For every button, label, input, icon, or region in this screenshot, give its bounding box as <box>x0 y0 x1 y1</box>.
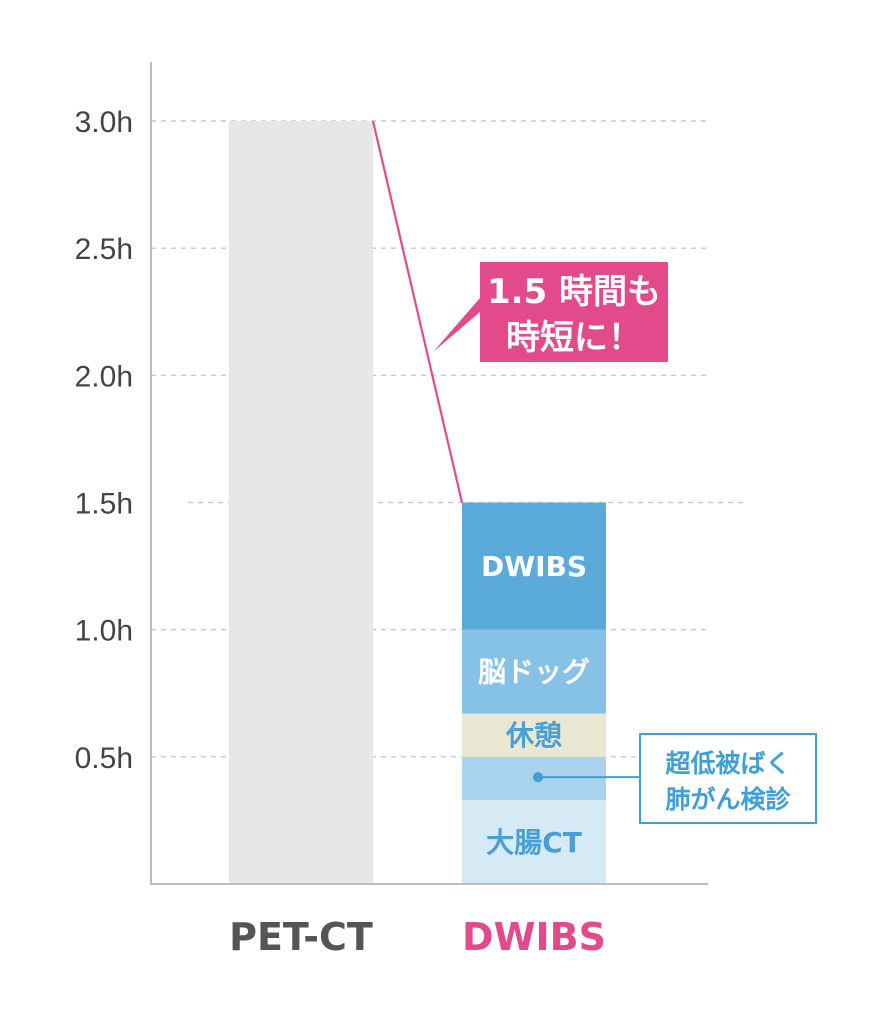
y-tick-label: 0.5h <box>75 742 133 775</box>
bar-segment <box>462 800 606 884</box>
bar-pet-ct <box>229 121 373 884</box>
y-tick-label: 1.5h <box>75 488 133 521</box>
x-category-label: DWIBS <box>462 915 606 959</box>
y-tick-label: 1.0h <box>75 615 133 648</box>
segment-label: 脳ドッグ <box>478 656 590 689</box>
segment-label: DWIBS <box>481 550 587 583</box>
note-dot <box>533 772 543 783</box>
callout-text-line: 1.5 時間も <box>487 272 661 312</box>
bar-segment <box>462 502 606 630</box>
bar-segment <box>462 713 606 757</box>
y-tick-label: 3.0h <box>75 106 133 139</box>
callout-text-line: 時短に！ <box>506 318 642 358</box>
bar-segment <box>462 629 606 714</box>
y-tick-label: 2.5h <box>75 233 133 266</box>
segment-label: 大腸CT <box>486 826 582 859</box>
note-text-line: 超低被ばく <box>665 749 790 778</box>
x-category-label: PET-CT <box>229 915 373 959</box>
callout-bubble <box>433 262 668 362</box>
connector-line <box>371 120 464 503</box>
note-box <box>639 733 817 824</box>
y-tick-label: 2.0h <box>75 360 133 393</box>
segment-label: 休憩 <box>505 719 562 752</box>
note-text-line: 肺がん検診 <box>665 785 791 814</box>
